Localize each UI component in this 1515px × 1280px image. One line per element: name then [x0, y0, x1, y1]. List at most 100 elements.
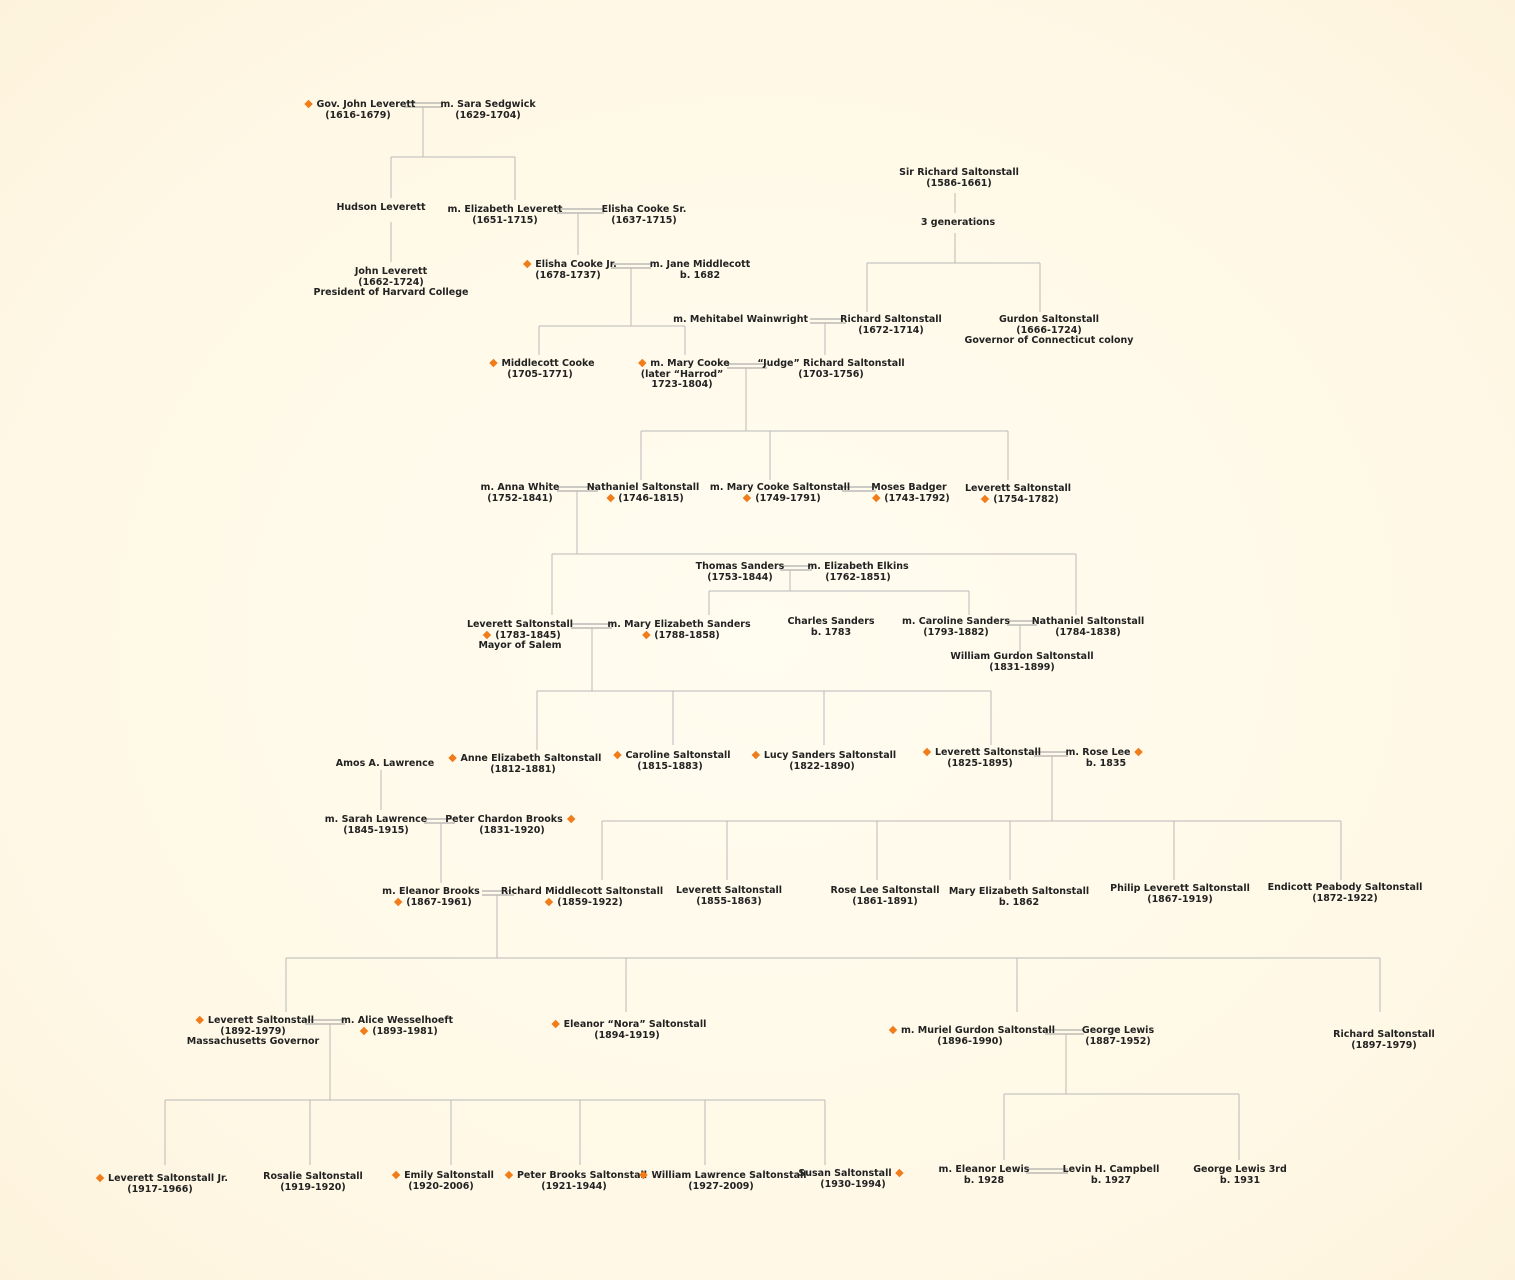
person-name: Leverett Saltonstall [466, 619, 574, 631]
person-jane-middlecott: m. Jane Middlecott b. 1682 [649, 259, 751, 281]
person-text: Anne Elizabeth Saltonstall [460, 753, 602, 764]
person-detail: (1637-1715) [602, 214, 687, 227]
person-leverett-saltonstall-1783: Leverett Saltonstall (1783-1845) Mayor of … [466, 619, 574, 652]
person-name: Eleanor “Nora” Saltonstall [548, 1019, 706, 1031]
person-detail: (1749-1791) [710, 493, 850, 505]
person-name: m. Eleanor Brooks [382, 886, 480, 898]
person-name: Richard Middlecott Saltonstall [500, 886, 664, 898]
person-detail: (1917-1966) [92, 1184, 228, 1196]
person-name: Caroline Saltonstall [609, 750, 731, 762]
person-detail: (1861-1891) [831, 896, 940, 908]
person-detail: Mayor of Salem [467, 640, 573, 652]
person-text: Middlecott Cooke [501, 358, 595, 369]
diamond-icon [751, 750, 761, 760]
person-detail: President of Harvard College [313, 287, 469, 299]
person-leverett-saltonstall-1825: Leverett Saltonstall (1825-1895) [919, 747, 1041, 770]
person-elisha-cooke-jr: Elisha Cooke Jr. (1678-1737) [519, 259, 617, 281]
person-text: Leverett Saltonstall [466, 619, 574, 630]
person-text: (1672-1714) [858, 324, 924, 336]
person-detail: (1919-1920) [263, 1182, 363, 1194]
person-text: Richard Middlecott Saltonstall [500, 886, 664, 897]
person-sara-sedgwick: m. Sara Sedgwick (1629-1704) [440, 99, 535, 121]
person-detail: (1892-1979) [187, 1026, 320, 1038]
person-text: (1831-1920) [479, 824, 545, 836]
person-detail: (1815-1883) [609, 761, 730, 773]
person-eleanor-brooks: m. Eleanor Brooks (1867-1961) [382, 886, 480, 909]
person-eleanor-lewis: m. Eleanor Lewis b. 1928 [938, 1164, 1030, 1186]
person-text: (1783-1845) [495, 629, 561, 641]
person-text: (1930-1994) [820, 1178, 886, 1190]
person-text: m. Elizabeth Elkins [807, 561, 909, 572]
person-text: m. Eleanor Brooks [382, 886, 480, 897]
person-three-generations: 3 generations [921, 217, 995, 229]
person-text: William Gurdon Saltonstall [950, 651, 1094, 662]
diamond-icon [641, 630, 651, 639]
diamond-icon [391, 1170, 401, 1180]
person-detail: (1784-1838) [1032, 627, 1145, 639]
person-text: m. Mary Elizabeth Sanders [607, 619, 751, 630]
person-text: President of Harvard College [313, 287, 469, 299]
person-text: m. Muriel Gurdon Saltonstall [900, 1025, 1056, 1036]
person-richard-middlecott-saltonstall: Richard Middlecott Saltonstall (1859-1922… [500, 886, 664, 908]
person-name: Anne Elizabeth Saltonstall [445, 753, 602, 765]
person-text: (1793-1882) [923, 626, 989, 638]
person-detail: (1825-1895) [919, 757, 1041, 770]
person-detail: Governor of Connecticut colony [965, 335, 1134, 347]
person-text: (1637-1715) [611, 214, 677, 226]
person-name: Sir Richard Saltonstall [899, 167, 1019, 179]
person-text: b. 1927 [1090, 1174, 1132, 1186]
person-text: Mary Elizabeth Saltonstall [948, 886, 1090, 897]
person-name: Leverett Saltonstall [919, 747, 1041, 759]
person-text: b. 1928 [963, 1174, 1005, 1186]
person-hudson-leverett: Hudson Leverett [336, 202, 425, 214]
person-detail: (1703-1756) [757, 369, 904, 381]
person-name: Mary Elizabeth Saltonstall [948, 886, 1090, 898]
person-name: Charles Sanders [787, 616, 874, 628]
person-detail: (1867-1961) [382, 897, 480, 909]
person-detail: (1762-1851) [807, 572, 908, 584]
person-name: Moses Badger [868, 482, 950, 494]
person-text: George Lewis [1081, 1025, 1155, 1036]
person-detail: Massachusetts Governor [187, 1036, 320, 1048]
person-name: Elisha Cooke Jr. [519, 259, 617, 271]
person-text: Rose Lee Saltonstall [830, 885, 940, 896]
person-detail: 1723-1804) [634, 379, 729, 391]
person-name: m. Sarah Lawrence [325, 814, 427, 826]
person-detail: (1927-2009) [635, 1181, 806, 1193]
person-text: William Lawrence Saltonstall [651, 1170, 807, 1181]
person-detail: (1672-1714) [840, 324, 942, 337]
diamond-icon [489, 358, 498, 368]
person-elisha-cooke-sr: Elisha Cooke Sr. (1637-1715) [602, 204, 687, 227]
person-text: (1825-1895) [947, 757, 1013, 769]
person-text: (1586-1661) [926, 177, 992, 189]
person-text: (1754-1782) [993, 493, 1059, 505]
person-name: Leverett Saltonstall [676, 885, 782, 897]
person-detail: (1894-1919) [548, 1030, 707, 1042]
person-mary-cooke-saltonstall: m. Mary Cooke Saltonstall (1749-1791) [710, 482, 850, 505]
person-philip-leverett-saltonstall: Philip Leverett Saltonstall (1867-1919) [1110, 883, 1250, 906]
person-leverett-saltonstall-1855: Leverett Saltonstall (1855-1863) [676, 885, 782, 907]
person-nathaniel-saltonstall-1784: Nathaniel Saltonstall (1784-1838) [1032, 616, 1145, 639]
person-detail: (1666-1724) [965, 325, 1134, 337]
person-text: Gov. John Leverett [316, 99, 416, 110]
person-detail: (later “Harrod” [634, 369, 729, 381]
person-text: Leverett Saltonstall Jr. [108, 1173, 228, 1184]
person-text: Caroline Saltonstall [625, 750, 731, 761]
person-text: m. Mary Cooke [650, 358, 730, 369]
person-detail: (1754-1782) [965, 493, 1071, 506]
person-name: Nathaniel Saltonstall [587, 482, 700, 494]
person-text: m. Jane Middlecott [649, 259, 751, 270]
person-text: Lucy Sanders Saltonstall [763, 750, 897, 761]
person-nathaniel-saltonstall-1746: Nathaniel Saltonstall (1746-1815) [587, 482, 700, 504]
person-text: m. Caroline Sanders [901, 616, 1011, 627]
person-text: (1629-1704) [455, 109, 521, 121]
person-detail: (1867-1919) [1110, 894, 1250, 906]
person-george-lewis: George Lewis (1887-1952) [1081, 1025, 1155, 1047]
person-name: Richard Saltonstall [840, 314, 942, 326]
person-william-lawrence-saltonstall: William Lawrence Saltonstall (1927-2009) [635, 1170, 807, 1193]
person-name: Amos A. Lawrence [336, 758, 434, 770]
person-text: Susan Saltonstall [798, 1168, 892, 1179]
person-emily-saltonstall: Emily Saltonstall (1920-2006) [388, 1170, 494, 1192]
person-text: m. Eleanor Lewis [938, 1164, 1030, 1175]
person-amos-lawrence: Amos A. Lawrence [336, 758, 434, 770]
